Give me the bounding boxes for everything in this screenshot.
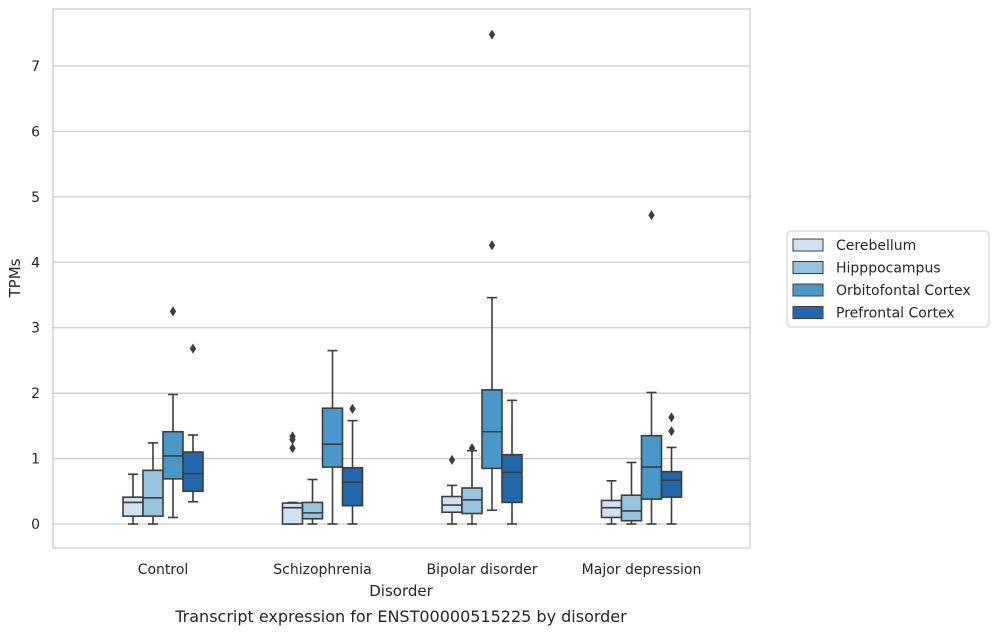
- y-tick-label: 5: [31, 190, 40, 206]
- box-groups: [122, 29, 683, 525]
- box-cerebellum-3: [600, 480, 623, 525]
- outlier-point: [289, 443, 296, 454]
- box-prefrontal-cortex-1: [341, 403, 364, 525]
- x-tick-label: Major depression: [582, 562, 702, 578]
- outlier-point: [468, 443, 476, 454]
- legend-swatch: [792, 283, 824, 297]
- outlier-point: [448, 454, 456, 465]
- outlier-point: [169, 306, 177, 317]
- y-tick-label: 6: [31, 124, 40, 140]
- legend-label: Cerebellum: [836, 238, 916, 254]
- box-cerebellum-2: [441, 454, 463, 525]
- box-body: [122, 496, 144, 517]
- y-tick-label: 7: [31, 59, 40, 75]
- box-cerebellum-1: [281, 431, 304, 525]
- box-body: [660, 470, 683, 498]
- box-prefrontal-cortex-0: [182, 343, 204, 503]
- box-body: [600, 499, 623, 519]
- box-body: [481, 389, 503, 470]
- legend-label: Prefrontal Cortex: [836, 306, 955, 322]
- box-body: [620, 494, 643, 522]
- outlier-point: [289, 431, 296, 442]
- box-body: [182, 451, 204, 493]
- legend-swatch: [792, 306, 824, 319]
- box-body: [341, 466, 364, 507]
- legend-swatch: [792, 261, 824, 274]
- outlier-point: [668, 426, 675, 437]
- box-orbitofontal-cortex-1: [321, 349, 344, 525]
- box-prefrontal-cortex-2: [501, 399, 523, 525]
- x-tick-label: Bipolar disorder: [426, 562, 537, 578]
- x-axis-ticks: Control Schizophrenia Bipolar disorder Majo…: [138, 562, 702, 578]
- box-cerebellum-0: [122, 473, 144, 525]
- outlier-point: [648, 210, 655, 221]
- outlier-point: [349, 403, 356, 414]
- x-axis-label: Disorder: [369, 582, 433, 600]
- box-body: [461, 487, 483, 515]
- box-orbitofontal-cortex-2: [481, 29, 503, 512]
- box-orbitofontal-cortex-0: [162, 306, 184, 519]
- box-body: [301, 501, 324, 520]
- box-body: [142, 469, 164, 517]
- y-tick-label: 3: [31, 321, 40, 337]
- box-hipppocampus-1: [301, 478, 324, 525]
- box-orbitofontal-cortex-3: [640, 210, 663, 525]
- y-axis-ticks: 0 1 2 3 4 5 6 7: [31, 59, 40, 533]
- box-body: [501, 453, 523, 504]
- outlier-point: [488, 240, 496, 251]
- box-prefrontal-cortex-3: [660, 412, 683, 525]
- legend: Cerebellum Hipppocampus Orbitofontal Corte…: [786, 230, 990, 328]
- plot-frame: [52, 8, 751, 549]
- box-body: [321, 407, 344, 468]
- y-tick-label: 2: [31, 386, 40, 402]
- chart-title: Transcript expression for ENST0000051522…: [174, 607, 627, 626]
- box-hipppocampus-0: [142, 442, 164, 525]
- y-tick-label: 1: [31, 452, 40, 468]
- box-body: [281, 502, 304, 525]
- y-tick-label: 4: [31, 255, 40, 271]
- x-tick-label: Control: [138, 562, 189, 578]
- y-axis-label: TPMs: [6, 258, 24, 298]
- legend-swatch: [792, 238, 824, 252]
- outlier-point: [189, 343, 197, 354]
- box-hipppocampus-2: [461, 443, 483, 525]
- x-tick-label: Schizophrenia: [273, 562, 371, 578]
- box-hipppocampus-3: [620, 461, 643, 525]
- y-tick-label: 0: [31, 517, 40, 533]
- legend-label: Hipppocampus: [836, 261, 941, 277]
- legend-frame: [786, 230, 990, 328]
- legend-label: Orbitofontal Cortex: [836, 283, 971, 299]
- outlier-point: [488, 29, 496, 40]
- outlier-point: [668, 412, 675, 423]
